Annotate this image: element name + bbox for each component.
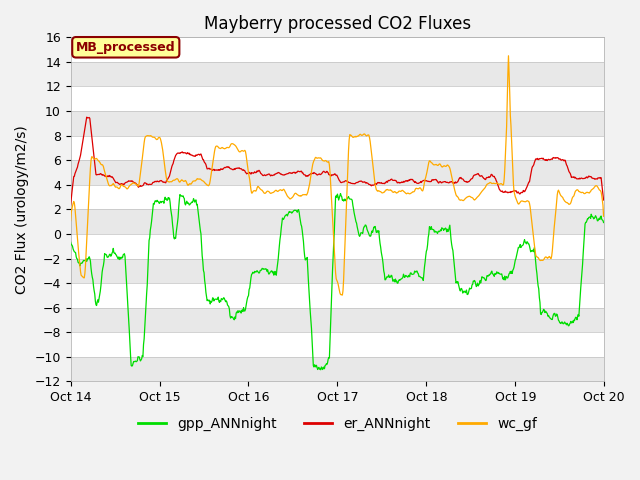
- Bar: [70, 62, 604, 86]
- Bar: [70, 308, 604, 332]
- Bar: [70, 111, 604, 136]
- Bar: [70, 86, 604, 111]
- Bar: [70, 209, 604, 234]
- Bar: [70, 160, 604, 185]
- Bar: [70, 234, 604, 259]
- Bar: [70, 332, 604, 357]
- Bar: [70, 185, 604, 209]
- Y-axis label: CO2 Flux (urology/m2/s): CO2 Flux (urology/m2/s): [15, 125, 29, 294]
- Legend: gpp_ANNnight, er_ANNnight, wc_gf: gpp_ANNnight, er_ANNnight, wc_gf: [132, 411, 543, 436]
- Bar: [70, 259, 604, 283]
- Bar: [70, 37, 604, 62]
- Bar: [70, 283, 604, 308]
- Title: Mayberry processed CO2 Fluxes: Mayberry processed CO2 Fluxes: [204, 15, 471, 33]
- Bar: [70, 136, 604, 160]
- Text: MB_processed: MB_processed: [76, 41, 175, 54]
- Bar: [70, 357, 604, 382]
